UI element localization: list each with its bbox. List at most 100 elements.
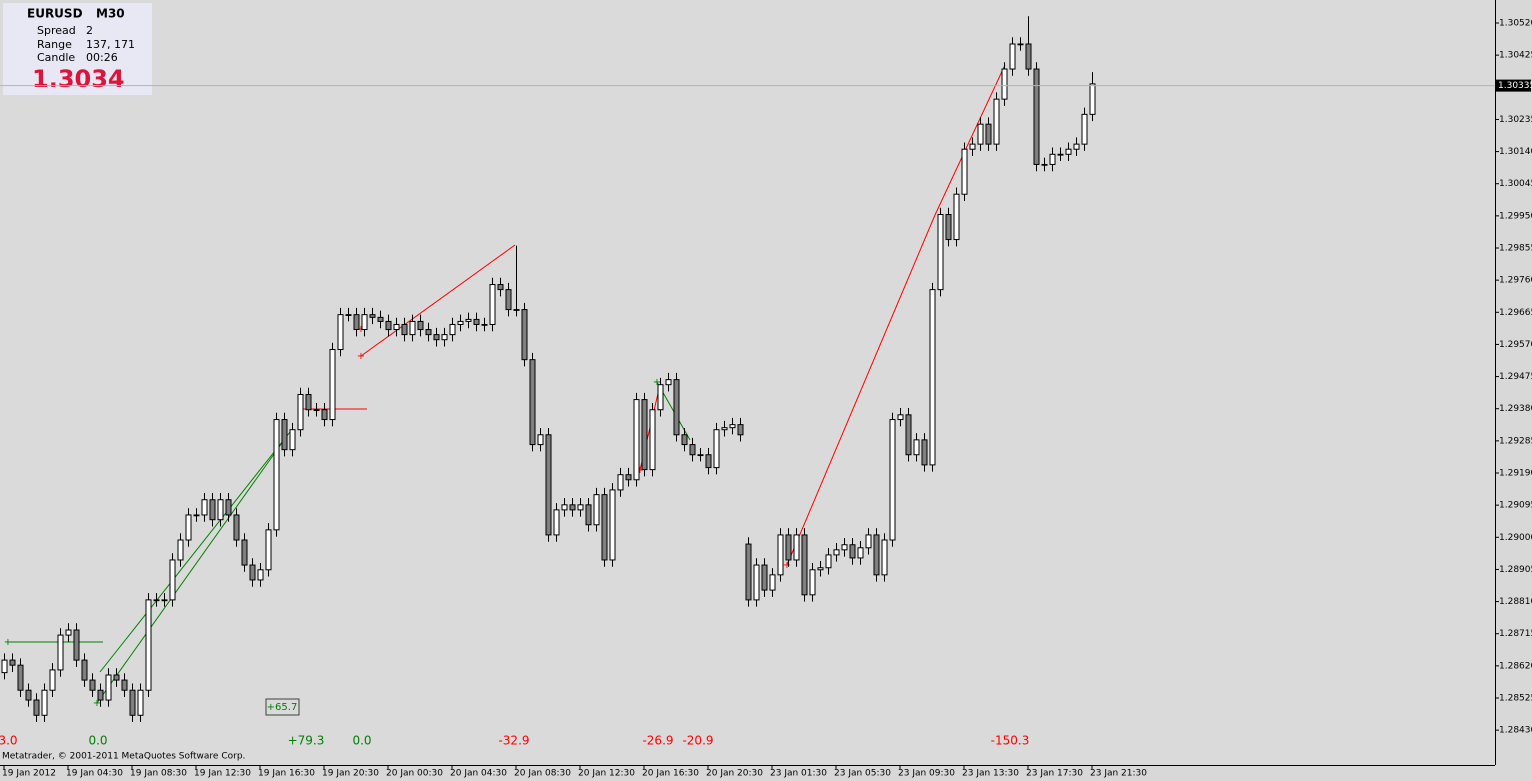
profit-label: 0.0 [352,734,371,748]
candle-body [897,414,904,421]
candle-body [177,539,184,561]
trade-line [360,244,516,357]
candle-body [161,599,168,602]
candle-body [449,323,456,336]
candle-body [937,214,944,291]
candle-body [561,504,568,511]
x-tick-label: 20 Jan 16:30 [642,769,699,779]
candle-body [401,323,408,336]
candle-body [953,193,960,241]
candle-body [849,544,856,559]
y-tick-label: 1.29665 [1499,308,1532,318]
candle-body [153,599,160,602]
candle-body [369,314,376,318]
candle-body [889,419,896,541]
candle-body [113,674,120,681]
profit-label: 0.0 [88,734,107,748]
y-tick-label: 1.30140 [1499,147,1532,157]
candle-body [1057,153,1064,156]
y-tick-label: 1.29095 [1499,501,1532,511]
candle-body [1089,83,1096,115]
y-tick-label: 1.28715 [1499,629,1532,639]
trade-marker: + [636,465,644,476]
y-tick-label: 1.29760 [1499,276,1532,286]
candle-body [33,699,40,716]
candle-body [489,284,496,325]
candle-body [297,394,304,431]
candle-body [1073,143,1080,150]
candle-body [361,314,368,331]
bid-label: 1.30335 [1498,81,1532,91]
x-tick-label: 19 Jan 12:30 [194,769,251,779]
candle-body [1025,43,1032,70]
candle-body [769,574,776,591]
candle-body [1065,148,1072,155]
candle-body [881,539,888,576]
y-tick-label: 1.29855 [1499,244,1532,254]
info-value: 137, 171 [86,38,135,51]
candle-body [1009,43,1016,70]
candle-body [137,689,144,716]
candle-body [417,320,424,331]
candle-body [281,419,288,451]
candle-body [625,474,632,481]
candle-body [105,674,112,701]
candle-body [609,489,616,561]
candle-body [729,424,736,429]
candle-body [481,323,488,326]
candle-body [865,534,872,549]
candle-body [809,569,816,596]
bid-label-bg [1496,79,1531,92]
candle-body [977,123,984,145]
profit-box [265,698,300,716]
candle-body [345,314,352,316]
candle-body [1033,68,1040,165]
info-label: Spread [37,24,76,37]
y-tick-label: 1.28905 [1499,565,1532,575]
y-tick-label: 1.28810 [1499,597,1532,607]
candle-body [825,554,832,569]
candle-body [969,143,976,150]
trade-marker: + [93,698,101,709]
candle-body [521,309,528,361]
y-tick-label: 1.28525 [1499,694,1532,704]
candle-body [641,399,648,471]
candle-body [129,689,136,716]
trade-marker: + [357,324,365,335]
candle-body [697,454,704,457]
x-tick-label: 19 Jan 04:30 [66,769,123,779]
candle-body [257,569,264,581]
candles [1,16,1096,723]
x-tick-label: 19 Jan 2012 [2,769,56,779]
candle-body [601,494,608,561]
y-tick-label: 1.29475 [1499,372,1532,382]
candle-body [673,379,680,436]
candle-body [513,309,520,311]
candle-body [593,494,600,526]
candle-body [785,534,792,561]
candle-body [801,534,808,596]
candle-body [1081,113,1088,145]
candle-body [57,634,64,671]
candle-body [145,599,152,691]
candle-body [377,316,384,322]
candle-body [1017,43,1024,46]
x-tick-label: 19 Jan 20:30 [322,769,379,779]
candle-body [241,539,248,566]
info-panel-bg [3,3,152,95]
x-tick-label: 20 Jan 04:30 [450,769,507,779]
candle-body [665,379,672,386]
info-value: 00:26 [86,51,118,64]
candle-body [73,629,80,661]
x-tick-label: 23 Jan 13:30 [962,769,1019,779]
y-tick-label: 1.30425 [1499,51,1532,61]
candle-body [393,323,400,331]
candle-body [745,543,752,601]
y-tick-label: 1.30235 [1499,115,1532,125]
candle-body [1041,163,1048,166]
candle-body [9,659,16,666]
timeframe: M30 [96,7,125,21]
candle-body [17,664,24,691]
x-tick-label: 23 Jan 21:30 [1090,769,1147,779]
